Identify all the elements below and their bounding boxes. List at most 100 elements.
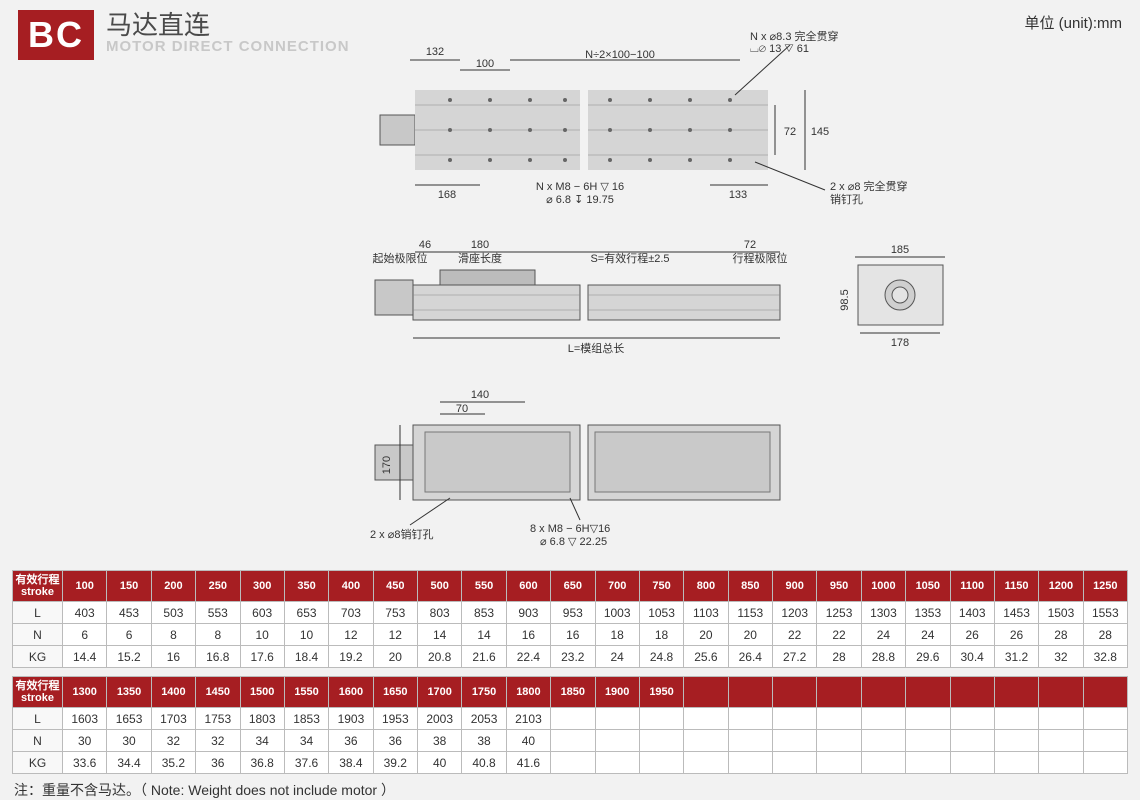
- drawing-area: 132 100 N÷2×100−100: [370, 30, 970, 560]
- table-cell: 41.6: [506, 752, 550, 774]
- stroke-col: 1300: [63, 677, 107, 708]
- stroke-col: 600: [506, 571, 550, 602]
- stroke-col: 1950: [639, 677, 683, 708]
- stroke-col: 1500: [240, 677, 284, 708]
- table-cell: 32: [151, 730, 195, 752]
- table-cell: 25.6: [684, 646, 728, 668]
- table-cell: 17.6: [240, 646, 284, 668]
- stroke-col: [861, 677, 905, 708]
- table-cell: 1903: [329, 708, 373, 730]
- row-label: N: [13, 730, 63, 752]
- svg-text:8 x M8 − 6H▽16: 8 x M8 − 6H▽16: [530, 523, 610, 535]
- table-cell: [773, 730, 817, 752]
- table-cell: [1039, 730, 1083, 752]
- svg-text:133: 133: [729, 189, 747, 201]
- table-cell: 34: [284, 730, 328, 752]
- row-label: L: [13, 602, 63, 624]
- table-cell: 39.2: [373, 752, 417, 774]
- table-cell: [950, 752, 994, 774]
- table-cell: 8: [151, 624, 195, 646]
- table-cell: [639, 752, 683, 774]
- table-cell: 503: [151, 602, 195, 624]
- svg-text:72: 72: [744, 239, 756, 251]
- title-cn: 马达直连: [106, 12, 350, 38]
- table-cell: 1403: [950, 602, 994, 624]
- table-cell: 28: [1083, 624, 1127, 646]
- table-cell: 40: [506, 730, 550, 752]
- table-cell: 603: [240, 602, 284, 624]
- stroke-col: 1350: [107, 677, 151, 708]
- table-cell: 38: [462, 730, 506, 752]
- table-cell: 403: [63, 602, 107, 624]
- table-cell: [906, 752, 950, 774]
- table-cell: 36.8: [240, 752, 284, 774]
- table-cell: [728, 708, 772, 730]
- stroke-header: 有效行程stroke: [13, 571, 63, 602]
- table-cell: 12: [329, 624, 373, 646]
- table-cell: 1253: [817, 602, 861, 624]
- spec-tables: 有效行程stroke100150200250300350400450500550…: [12, 570, 1128, 800]
- table-cell: 753: [373, 602, 417, 624]
- title-block: 马达直连 MOTOR DIRECT CONNECTION: [102, 10, 350, 55]
- table-cell: [906, 708, 950, 730]
- table-cell: 1853: [284, 708, 328, 730]
- table-cell: 18.4: [284, 646, 328, 668]
- table-cell: [817, 752, 861, 774]
- table-cell: 36: [373, 730, 417, 752]
- table-cell: 30: [107, 730, 151, 752]
- table-cell: 40.8: [462, 752, 506, 774]
- technical-drawing: 132 100 N÷2×100−100: [370, 30, 990, 570]
- stroke-col: 1550: [284, 677, 328, 708]
- stroke-col: [773, 677, 817, 708]
- table-cell: 1203: [773, 602, 817, 624]
- table-cell: 653: [284, 602, 328, 624]
- table-cell: 18: [639, 624, 683, 646]
- table-cell: 1303: [861, 602, 905, 624]
- stroke-col: 750: [639, 571, 683, 602]
- table-cell: 29.6: [906, 646, 950, 668]
- table-cell: 40: [418, 752, 462, 774]
- table-cell: 1553: [1083, 602, 1127, 624]
- table-cell: 21.6: [462, 646, 506, 668]
- row-label: L: [13, 708, 63, 730]
- stroke-col: 900: [773, 571, 817, 602]
- table-cell: 20: [728, 624, 772, 646]
- table-cell: 1953: [373, 708, 417, 730]
- row-label: N: [13, 624, 63, 646]
- stroke-col: 1150: [994, 571, 1038, 602]
- table-cell: 23.2: [551, 646, 595, 668]
- table-cell: 33.6: [63, 752, 107, 774]
- table-cell: 19.2: [329, 646, 373, 668]
- stroke-col: [906, 677, 950, 708]
- table-cell: 1703: [151, 708, 195, 730]
- table-cell: 32: [1039, 646, 1083, 668]
- table-cell: 16: [551, 624, 595, 646]
- svg-text:140: 140: [471, 389, 489, 401]
- table-cell: 24: [595, 646, 639, 668]
- table-cell: 1753: [196, 708, 240, 730]
- stroke-col: 200: [151, 571, 195, 602]
- table-cell: 1453: [994, 602, 1038, 624]
- svg-text:180: 180: [471, 239, 489, 251]
- table-cell: 803: [418, 602, 462, 624]
- table-cell: 32.8: [1083, 646, 1127, 668]
- table-cell: 853: [462, 602, 506, 624]
- stroke-col: 1050: [906, 571, 950, 602]
- table-cell: 24.8: [639, 646, 683, 668]
- svg-text:N x M8 − 6H ▽ 16: N x M8 − 6H ▽ 16: [536, 181, 624, 193]
- stroke-col: 1450: [196, 677, 240, 708]
- table-cell: [1083, 730, 1127, 752]
- table-cell: 28: [1039, 624, 1083, 646]
- table-cell: [773, 752, 817, 774]
- stroke-col: [1083, 677, 1127, 708]
- svg-text:起始极限位: 起始极限位: [373, 251, 428, 265]
- table-cell: 2053: [462, 708, 506, 730]
- stroke-col: 550: [462, 571, 506, 602]
- table-cell: 1503: [1039, 602, 1083, 624]
- table-cell: 1003: [595, 602, 639, 624]
- table-cell: 14.4: [63, 646, 107, 668]
- table-cell: 903: [506, 602, 550, 624]
- unit-label: 单位 (unit):mm: [1024, 12, 1122, 33]
- table-cell: 28: [817, 646, 861, 668]
- svg-text:72: 72: [784, 126, 796, 138]
